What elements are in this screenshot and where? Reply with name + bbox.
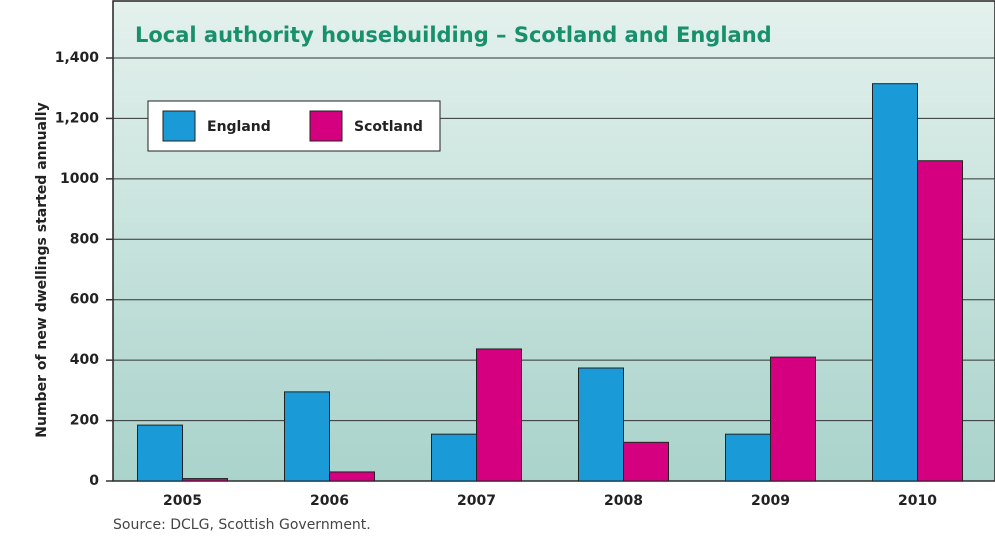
x-tick-label: 2007 (457, 493, 496, 509)
legend-swatch (162, 110, 196, 142)
bar (476, 348, 522, 482)
bar (137, 424, 183, 482)
bar (284, 391, 330, 482)
chart-title: Local authority housebuilding – Scotland… (135, 23, 772, 47)
legend-label: England (207, 119, 271, 135)
bar (329, 471, 375, 482)
bar (872, 83, 918, 482)
bar (182, 478, 228, 482)
y-tick-label: 800 (70, 231, 99, 247)
y-tick-label: 200 (70, 413, 99, 429)
y-tick-label: 400 (70, 352, 99, 368)
x-tick-label: 2010 (898, 493, 937, 509)
legend-box (147, 100, 441, 152)
bar (431, 433, 477, 482)
y-tick-label: 1,400 (55, 50, 100, 66)
y-tick-label: 600 (70, 292, 99, 308)
y-tick-label: 0 (89, 473, 99, 489)
legend-label: Scotland (354, 119, 423, 135)
x-tick-label: 2005 (163, 493, 202, 509)
y-tick-label: 1,200 (55, 110, 100, 126)
bar (917, 160, 963, 482)
y-axis-label: Number of new dwellings started annually (34, 102, 50, 437)
bar (725, 433, 771, 482)
bar (770, 356, 816, 482)
source: Source: DCLG, Scottish Government. (113, 517, 371, 533)
x-tick-label: 2006 (310, 493, 349, 509)
y-tick-label: 1000 (60, 171, 99, 187)
legend-swatch (309, 110, 343, 142)
plot-area (112, 0, 995, 482)
x-tick-label: 2008 (604, 493, 643, 509)
bar (578, 367, 624, 482)
x-tick-label: 2009 (751, 493, 790, 509)
bar (623, 441, 669, 482)
